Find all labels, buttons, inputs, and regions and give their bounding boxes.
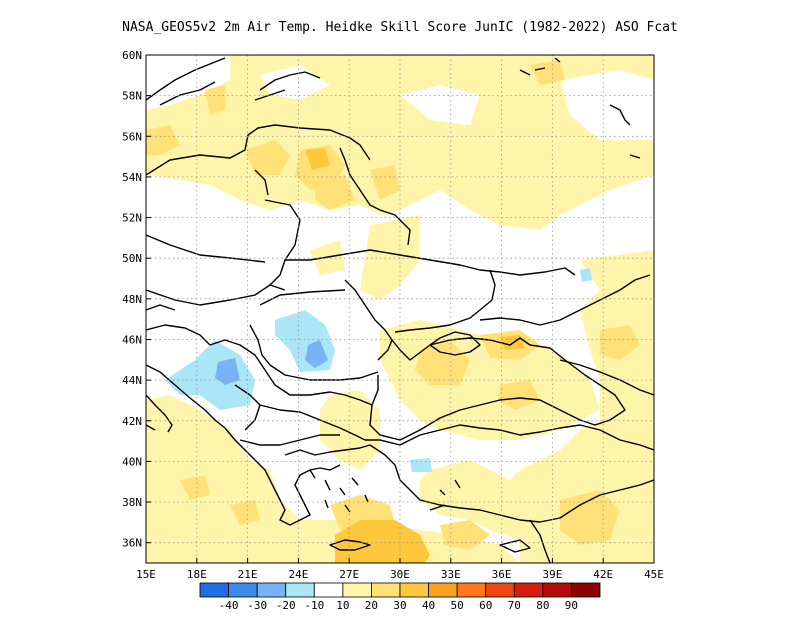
colorbar-swatch	[342, 582, 372, 598]
map-grid	[146, 55, 654, 563]
y-axis: 36N 38N 40N 42N 44N 46N 48N 50N 52N 54N 56N 58N 60N	[122, 49, 151, 550]
x-axis: 15E 18E 21E 24E 27E 30E 33E 36E 39E 42E 45E	[136, 558, 664, 581]
colorbar-swatch	[313, 582, 344, 598]
y-tick-label: 50N	[122, 252, 142, 265]
y-tick-label: 42N	[122, 415, 142, 428]
y-tick-label: 58N	[122, 90, 142, 103]
coastlines-and-borders	[146, 57, 654, 563]
y-tick-label: 36N	[122, 537, 142, 550]
colorbar-label: 30	[393, 599, 406, 612]
colorbar-label: -10	[304, 599, 324, 612]
colorbar-label: -40	[219, 599, 239, 612]
y-tick-label: 48N	[122, 293, 142, 306]
colorbar-swatch	[399, 582, 429, 598]
x-tick-label: 24E	[288, 568, 308, 581]
skill-shading-neg-20-30	[215, 340, 328, 385]
skill-shading-20-30	[146, 60, 640, 550]
colorbar-label: 90	[565, 599, 578, 612]
x-tick-label: 36E	[492, 568, 512, 581]
colorbar-swatch	[456, 582, 487, 598]
y-tick-label: 46N	[122, 333, 142, 346]
x-tick-label: 39E	[542, 568, 562, 581]
colorbar-label: 80	[536, 599, 549, 612]
x-tick-label: 33E	[441, 568, 461, 581]
x-tick-label: 18E	[187, 568, 207, 581]
colorbar-label: 40	[422, 599, 435, 612]
colorbar-swatch	[428, 582, 458, 598]
y-tick-label: 38N	[122, 496, 142, 509]
y-tick-label: 56N	[122, 130, 142, 143]
x-tick-label: 42E	[593, 568, 613, 581]
x-tick-label: 15E	[136, 568, 156, 581]
colorbar-swatch	[256, 582, 287, 598]
colorbar-label: -30	[247, 599, 267, 612]
skill-shading-30-40	[305, 148, 525, 563]
y-tick-label: 44N	[122, 374, 142, 387]
x-tick-label: 45E	[644, 568, 664, 581]
colorbar-swatch	[199, 582, 229, 598]
map-title: NASA_GEOS5v2 2m Air Temp. Heidke Skill S…	[122, 20, 678, 35]
colorbar-label: 50	[451, 599, 464, 612]
colorbar-swatch	[485, 582, 515, 598]
y-tick-label: 40N	[122, 455, 142, 468]
plot-area	[146, 55, 654, 563]
colorbar-swatch	[371, 582, 401, 598]
colorbar-swatch	[285, 582, 315, 598]
colorbar-swatch	[513, 582, 544, 598]
x-tick-label: 27E	[339, 568, 359, 581]
colorbar-label: 20	[365, 599, 378, 612]
colorbar: -40 -30 -20 -10 10 20 30 40 50 60 70 80 90	[199, 582, 601, 612]
y-tick-label: 54N	[122, 171, 142, 184]
colorbar-label: 60	[479, 599, 492, 612]
x-tick-label: 21E	[238, 568, 258, 581]
y-tick-label: 60N	[122, 49, 142, 62]
y-tick-label: 52N	[122, 212, 142, 225]
colorbar-label: 10	[336, 599, 349, 612]
colorbar-swatch	[542, 582, 572, 598]
colorbar-label: -20	[276, 599, 296, 612]
colorbar-swatch	[571, 582, 601, 598]
colorbar-label: 70	[508, 599, 521, 612]
colorbar-swatch	[228, 582, 258, 598]
x-tick-label: 30E	[390, 568, 410, 581]
